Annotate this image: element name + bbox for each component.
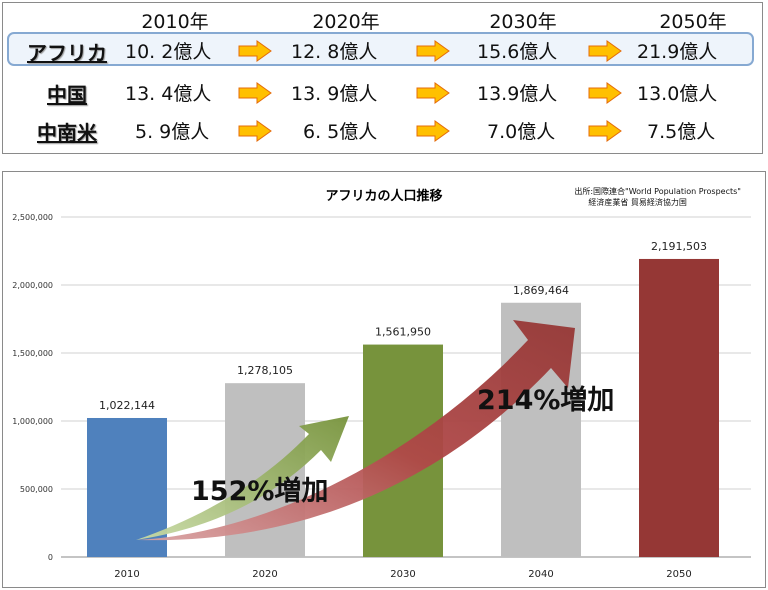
red-growth-arrow [138, 320, 575, 541]
source-line-2: 経済産業省 貿易経済協力国 [588, 198, 687, 207]
year-header-2050: 2050年 [659, 11, 727, 33]
axes: 0 500,000 1,000,000 1,500,000 2,000,000 2,500… [12, 213, 691, 580]
data-label-2050: 2,191,503 [651, 240, 707, 253]
arrow-right-icon [416, 82, 450, 104]
data-label-2010: 1,022,144 [99, 399, 155, 412]
x-tick-label-2020: 2020 [252, 569, 277, 580]
region-china: 中国 [47, 83, 87, 107]
africa-2010-value: 10. 2億人 [125, 41, 212, 63]
chart-title: アフリカの人口推移 [325, 188, 442, 204]
china-2010-value: 13. 4億人 [125, 83, 212, 105]
year-header-2030: 2030年 [489, 11, 557, 33]
region-africa: アフリカ [27, 41, 107, 65]
y-tick-label: 1,000,000 [12, 417, 53, 426]
africa-population-chart: アフリカの人口推移 1,022,144 1,278,105 1,561,950 1,8… [2, 171, 766, 588]
green-growth-arrow [136, 416, 349, 540]
green-increase-label: 152%増加 [191, 476, 329, 507]
gridlines [61, 216, 751, 558]
year-header-2010: 2010年 [141, 11, 209, 33]
y-tick-label: 500,000 [20, 485, 53, 494]
arrow-right-icon [416, 40, 450, 62]
bar-2050 [639, 258, 719, 557]
latam-2050-value: 7.5億人 [647, 121, 716, 143]
chart-canvas: アフリカの人口推移 1,022,144 1,278,105 1,561,950 1,8… [12, 188, 751, 580]
data-label-2030: 1,561,950 [375, 326, 431, 339]
y-tick-label: 2,500,000 [12, 213, 53, 222]
data-label-2040: 1,869,464 [513, 284, 569, 297]
latam-2020-value: 6. 5億人 [303, 121, 378, 143]
latam-2030-value: 7.0億人 [487, 121, 556, 143]
africa-2030-value: 15.6億人 [477, 41, 558, 63]
x-tick-label-2040: 2040 [528, 569, 553, 580]
arrow-right-icon [588, 82, 622, 104]
arrow-right-icon [588, 120, 622, 142]
x-tick-label-2030: 2030 [390, 569, 415, 580]
arrow-right-icon [238, 120, 272, 142]
africa-2020-value: 12. 8億人 [291, 41, 378, 63]
china-2030-value: 13.9億人 [477, 83, 558, 105]
africa-row-highlight [7, 32, 754, 66]
bars [87, 258, 719, 557]
data-labels: 1,022,144 1,278,105 1,561,950 1,869,464 2,19… [99, 240, 707, 412]
year-header-2020: 2020年 [312, 11, 380, 33]
x-tick-label-2010: 2010 [114, 569, 139, 580]
source-note: 出所:国際連合"World Population Prospects" 経済産業… [574, 186, 741, 208]
y-tick-label: 1,500,000 [12, 349, 53, 358]
arrow-right-icon [588, 40, 622, 62]
source-line-1: 出所:国際連合"World Population Prospects" [574, 187, 741, 196]
data-label-2020: 1,278,105 [237, 364, 293, 377]
china-2020-value: 13. 9億人 [291, 83, 378, 105]
latam-2010-value: 5. 9億人 [135, 121, 210, 143]
population-comparison-table: 2010年 2020年 2030年 2050年 アフリカ 10. 2億人 12.… [2, 2, 763, 154]
red-increase-label: 214%増加 [477, 385, 615, 416]
y-tick-label: 0 [48, 553, 53, 562]
africa-2050-value: 21.9億人 [637, 41, 718, 63]
china-2050-value: 13.0億人 [637, 83, 718, 105]
y-tick-label: 2,000,000 [12, 281, 53, 290]
x-tick-label-2050: 2050 [666, 569, 691, 580]
region-latin-america: 中南米 [37, 121, 97, 145]
arrow-right-icon [238, 40, 272, 62]
arrow-right-icon [238, 82, 272, 104]
arrow-right-icon [416, 120, 450, 142]
